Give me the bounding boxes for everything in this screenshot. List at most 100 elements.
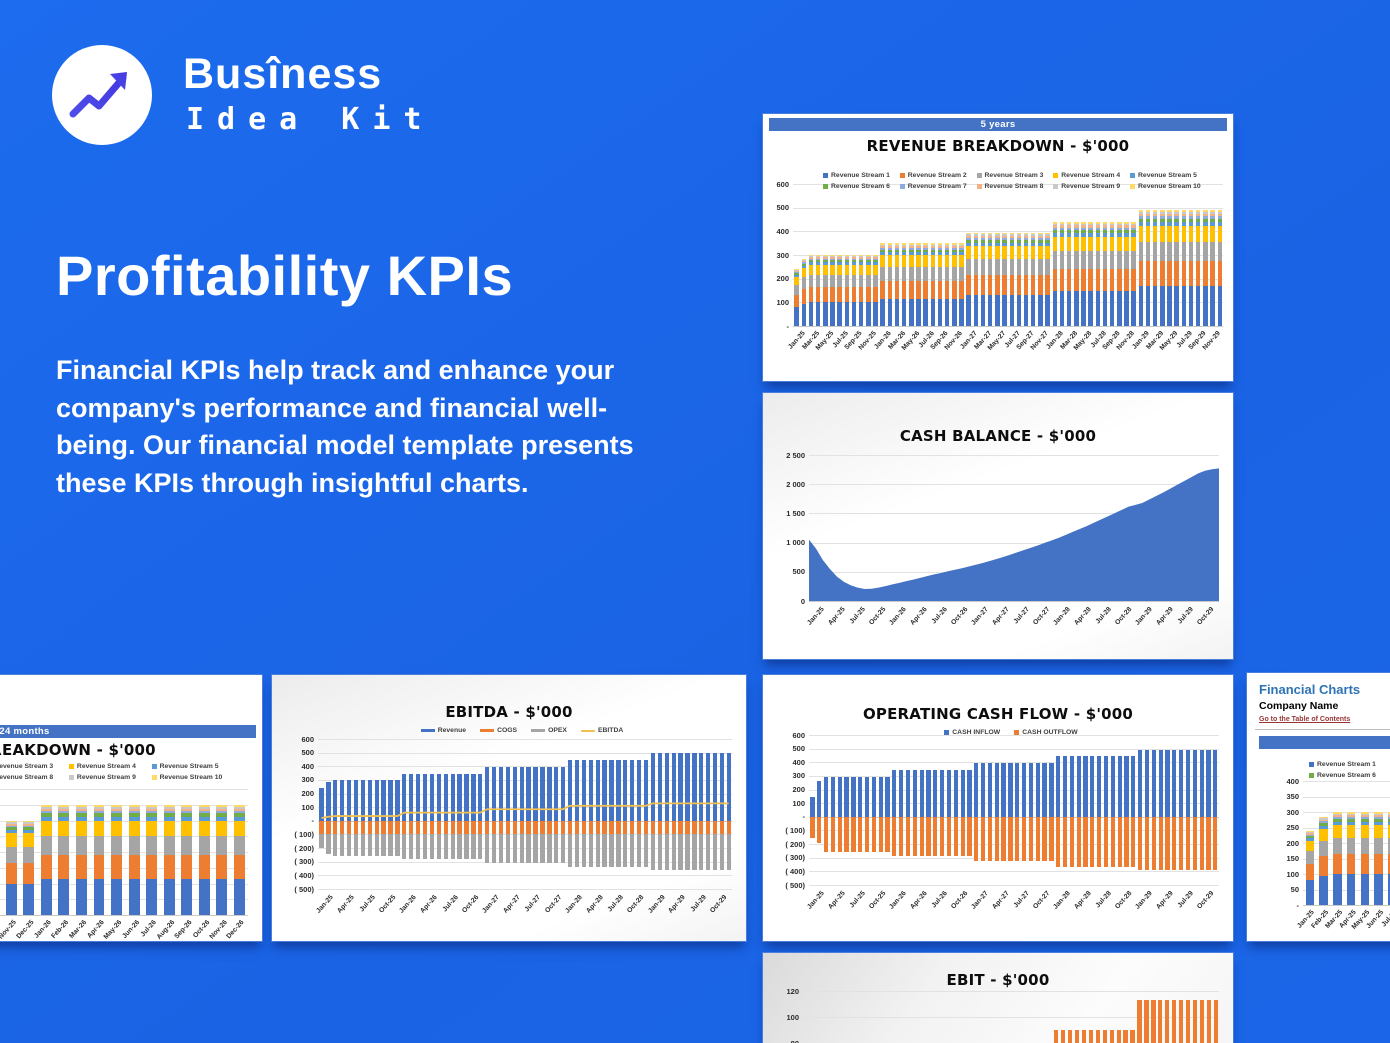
table-of-contents-link[interactable]: Go to the Table of Contents	[1259, 716, 1351, 723]
x-axis-label: Oct-29	[1196, 890, 1216, 911]
bar-segment	[815, 274, 821, 287]
bar-segment	[1192, 1000, 1198, 1043]
bar-segment	[1109, 225, 1115, 228]
bar	[587, 739, 594, 889]
bar	[90, 789, 108, 915]
bar-segment	[1188, 286, 1194, 326]
bar-segment	[1028, 762, 1034, 817]
bar-segment	[844, 302, 850, 326]
bar	[1048, 735, 1055, 885]
bar-segment	[909, 243, 914, 245]
x-axis-label: Oct-25	[868, 890, 888, 911]
gridline	[0, 836, 248, 838]
bar-segment	[588, 833, 593, 868]
gridline	[318, 861, 732, 863]
y-axis-label: ( 400)	[785, 866, 805, 876]
bar-segment	[353, 779, 359, 821]
bar	[807, 184, 814, 326]
legend-marker	[823, 173, 828, 178]
bar-segment	[1103, 756, 1109, 817]
x-axis-tick: Jul-27	[1013, 887, 1035, 931]
bar-segment	[851, 256, 857, 258]
bar-segment	[395, 779, 400, 821]
bar-segment	[93, 810, 105, 814]
brand-name: Busîness	[183, 50, 383, 98]
bar-segment	[858, 262, 864, 265]
bar-segment	[1217, 213, 1222, 217]
bar-segment	[388, 820, 393, 834]
bar-segment	[726, 833, 732, 870]
bar-segment	[851, 302, 857, 326]
bar-segment	[1117, 223, 1122, 226]
plot-area: 600 500 400 300 200 100-( 100)( 200)( 300)( 4…	[294, 735, 732, 894]
bar-segment	[1188, 213, 1194, 217]
bar-segment	[1319, 821, 1328, 824]
bar	[1089, 735, 1096, 885]
bar-segment	[443, 833, 448, 859]
bar	[1046, 991, 1053, 1043]
bar-segment	[1103, 816, 1109, 867]
bar-segment	[1052, 221, 1057, 224]
gridline	[793, 184, 1223, 185]
bar	[498, 739, 505, 889]
chart-legend: CASH INFLOW CASH OUTFLOW	[803, 727, 1219, 738]
bar-segment	[1206, 1000, 1211, 1043]
bar	[401, 739, 408, 889]
bar-segment	[664, 833, 669, 870]
bar	[901, 184, 908, 326]
bar-segment	[1016, 242, 1022, 247]
bar-segment	[1009, 295, 1014, 326]
bar-segment	[1210, 241, 1215, 262]
x-axis-label: Apr-28	[584, 894, 605, 915]
bar-segment	[926, 816, 931, 857]
bar-segment	[952, 247, 957, 250]
bar-segment	[878, 776, 883, 817]
x-axis-label: Apr-26	[908, 606, 929, 627]
bar-segment	[1059, 227, 1065, 230]
bar-segment	[1002, 275, 1007, 296]
bar-segment	[1206, 816, 1211, 870]
bar-segment	[1109, 1030, 1114, 1043]
x-axis-labels: Jan-25 Mar-25 May-25 Jul-25 Sep-25 Nov-25 Jan-…	[787, 327, 1223, 375]
bar-segment	[1333, 853, 1342, 874]
bar-segment	[973, 259, 979, 276]
bar	[1039, 991, 1046, 1043]
bar-segment	[630, 820, 635, 834]
y-axis-label: 100	[301, 802, 314, 812]
bar-segment	[887, 266, 893, 282]
bar-segment	[1160, 216, 1165, 219]
bar	[1004, 991, 1011, 1043]
bar-segment	[1388, 813, 1390, 816]
gridline	[1303, 843, 1390, 844]
bar-segment	[1152, 218, 1158, 223]
bar-segment	[353, 833, 359, 856]
bar-segment	[901, 249, 907, 253]
bar-segment	[381, 779, 386, 821]
bar-segment	[994, 816, 999, 862]
bar	[816, 735, 823, 885]
bar	[1096, 735, 1103, 885]
bar-segment	[1319, 825, 1328, 829]
x-axis-label: Jan-29	[1134, 890, 1155, 911]
bar-segment	[1031, 295, 1036, 326]
bar-segment	[1346, 824, 1356, 838]
bar-segment	[808, 260, 814, 263]
bar-segment	[944, 255, 950, 267]
gridline	[809, 885, 1219, 886]
bar-segment	[1052, 225, 1057, 228]
bar-segment	[901, 247, 907, 250]
bar-segment	[657, 820, 663, 834]
bar	[951, 184, 958, 326]
chart-title: REVENUE BREAKDOWN - $'000	[866, 137, 1130, 155]
bar	[983, 991, 990, 1043]
legend-marker	[151, 775, 157, 780]
bar-segment	[878, 816, 883, 852]
period-tab: 5 years	[769, 118, 1227, 131]
bar	[956, 991, 963, 1043]
bar	[1372, 781, 1386, 905]
bar	[979, 184, 986, 326]
bar	[864, 735, 871, 885]
bar-segment	[678, 820, 683, 834]
y-axis-label: 500	[792, 744, 805, 754]
bar-segment	[995, 234, 1000, 236]
